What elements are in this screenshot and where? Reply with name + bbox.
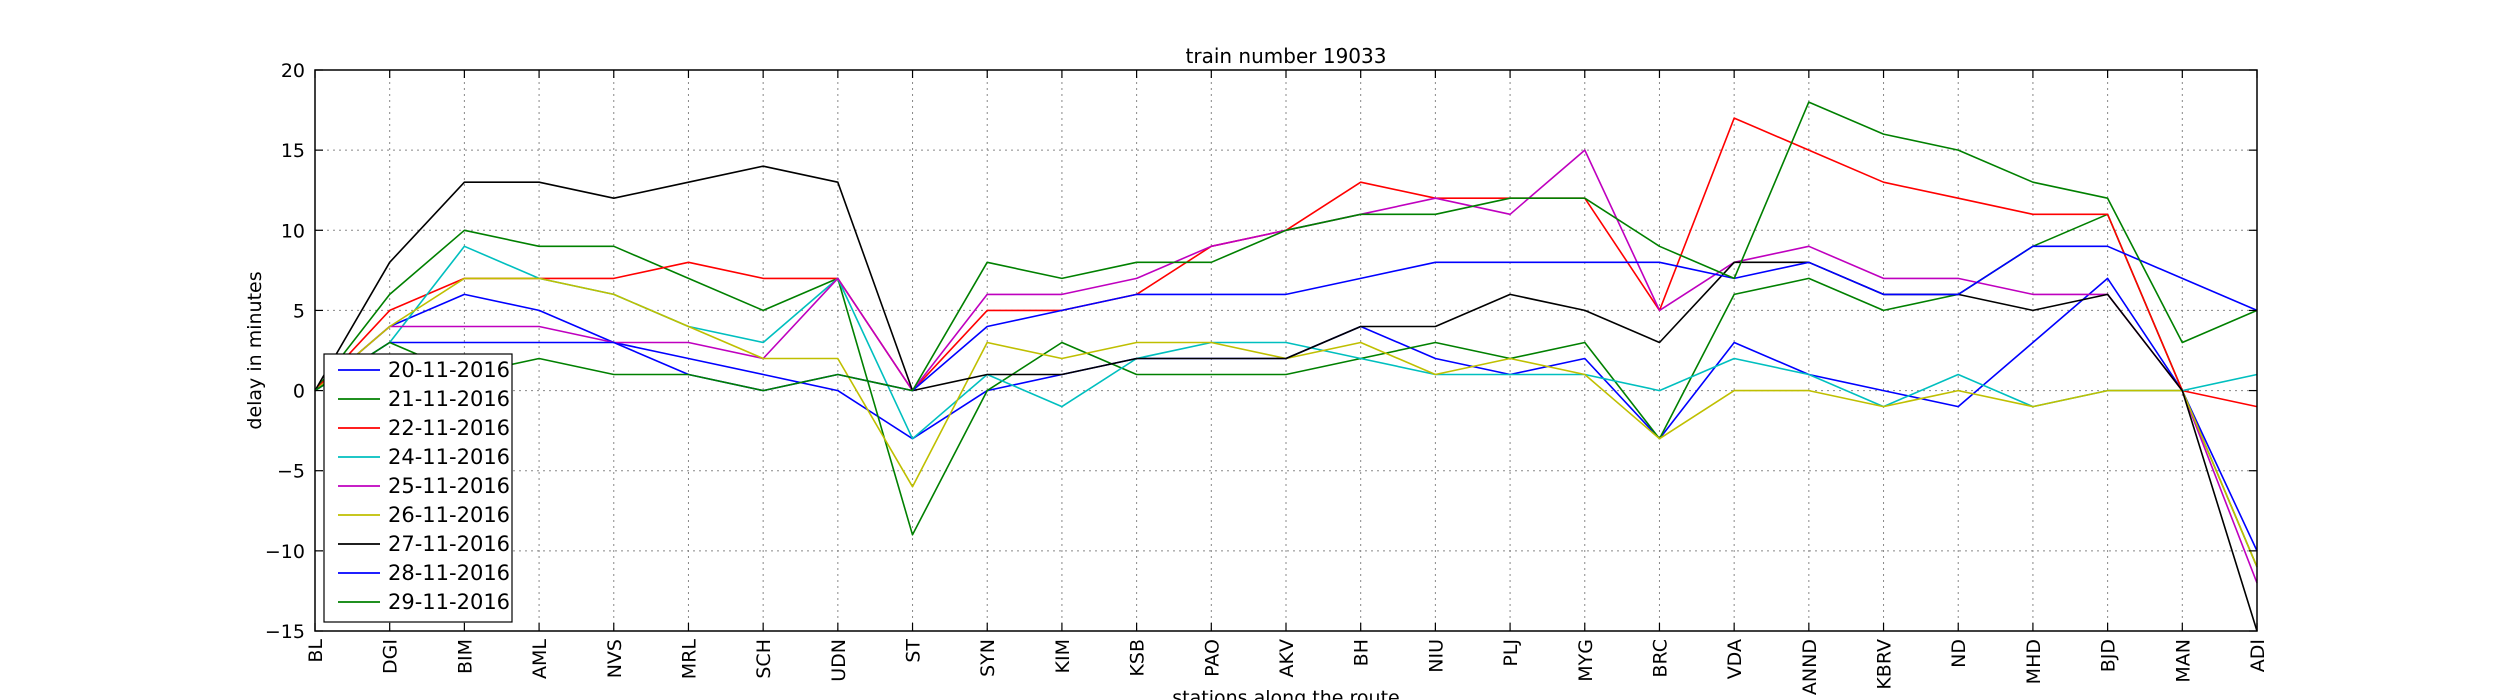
x-tick-label: BH: [1351, 639, 1373, 666]
series-line: [314, 101, 2258, 392]
y-tick-label: 15: [281, 140, 305, 162]
y-tick-label: −15: [265, 621, 305, 643]
x-tick-label: VDA: [1724, 639, 1746, 679]
legend: 20-11-2016 21-11-2016 22-11-2016 24-11-2016…: [323, 353, 513, 623]
x-tick-label: NIU: [1425, 639, 1447, 673]
series-lines: [314, 101, 2258, 632]
legend-entry: 25-11-2016: [388, 474, 510, 498]
series-line: [314, 277, 2258, 552]
x-tick-label: AKV: [1276, 639, 1298, 677]
x-tick-label: MHD: [2023, 639, 2045, 684]
x-tick-label: UDN: [828, 639, 850, 682]
x-tick-label: MRL: [678, 639, 700, 680]
y-tick-label: 5: [293, 300, 305, 322]
series-line: [314, 245, 2258, 392]
legend-entry: 28-11-2016: [388, 561, 510, 585]
x-tick-label: KBRV: [1874, 639, 1896, 690]
x-tick-label: BL: [305, 639, 327, 663]
y-tick-label: 0: [293, 381, 305, 403]
y-tick-label: 10: [281, 220, 305, 242]
chart-title: train number 19033: [1186, 44, 1387, 68]
x-tick-label: MAN: [2172, 639, 2194, 683]
x-tick-label: ADI: [2247, 639, 2269, 672]
y-axis-ticks: −15 −10 −5 0 5 10 15 20: [265, 60, 2257, 643]
x-axis-ticks: BL DGI BIM AML NVS MRL SCH UDN ST SYN KIM KSB PAO AKV…: [305, 70, 2269, 695]
x-tick-label: SCH: [753, 639, 775, 679]
y-tick-label: −10: [265, 541, 305, 563]
x-tick-label: SYN: [977, 639, 999, 677]
series-line: [314, 277, 2258, 568]
legend-entry: 20-11-2016: [388, 358, 510, 382]
legend-box: [323, 353, 513, 623]
x-tick-label: MYG: [1575, 639, 1597, 682]
x-tick-label: BRC: [1649, 639, 1671, 678]
x-tick-label: ANND: [1799, 639, 1821, 695]
x-tick-label: PAO: [1201, 639, 1223, 677]
x-tick-label: AML: [529, 639, 551, 679]
legend-entry: 29-11-2016: [388, 590, 510, 614]
x-tick-label: PLJ: [1500, 639, 1522, 667]
series-line: [314, 165, 2258, 632]
x-axis-label: stations along the route: [1172, 687, 1399, 700]
x-tick-label: DGI: [380, 639, 402, 674]
y-tick-label: 20: [281, 60, 305, 82]
x-tick-label: ST: [903, 639, 925, 663]
y-axis-label: delay in minutes: [244, 271, 266, 429]
x-tick-label: KIM: [1052, 639, 1074, 673]
legend-entry: 21-11-2016: [388, 387, 510, 411]
x-tick-label: NVS: [604, 639, 626, 678]
x-tick-label: BJD: [2098, 639, 2120, 672]
legend-entry: 22-11-2016: [388, 416, 510, 440]
legend-entry: 27-11-2016: [388, 532, 510, 556]
x-tick-label: BIM: [454, 639, 476, 674]
y-tick-label: −5: [277, 461, 305, 483]
legend-entry: 24-11-2016: [388, 445, 510, 469]
series-line: [314, 213, 2258, 568]
x-tick-label: ND: [1948, 639, 1970, 668]
x-tick-label: KSB: [1127, 639, 1149, 677]
legend-entry: 26-11-2016: [388, 503, 510, 527]
